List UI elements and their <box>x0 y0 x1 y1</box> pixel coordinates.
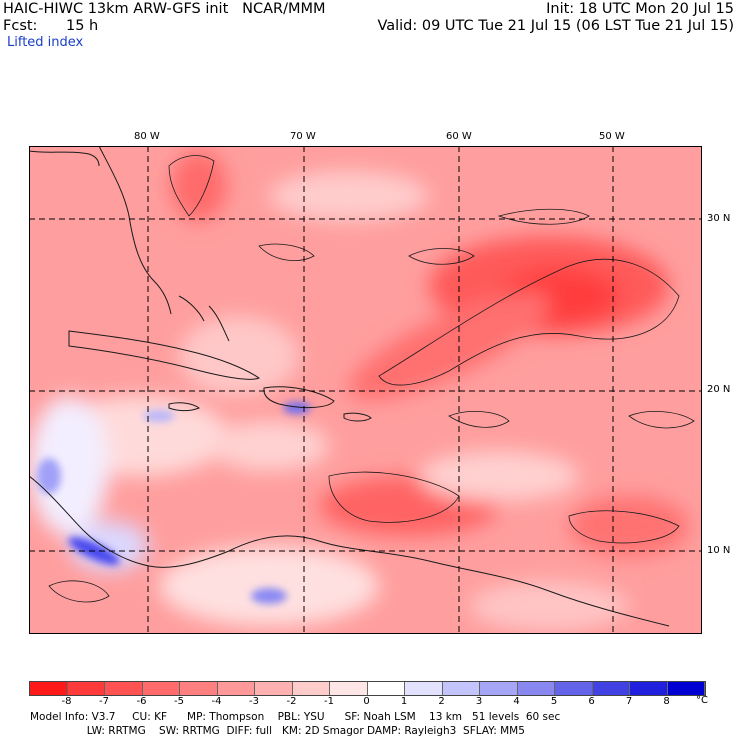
colorbar-swatch <box>67 682 105 695</box>
model-info-line2: LW: RRTMG SW: RRTMG DIFF: full KM: 2D Sm… <box>30 725 525 737</box>
colorbar-tick-label: 6 <box>588 696 595 707</box>
colorbar-swatch <box>480 682 518 695</box>
lon-label-60w: 60 W <box>446 131 472 142</box>
cuba-coast <box>68 330 261 380</box>
colorbar-tick-label: -4 <box>211 696 222 707</box>
colorbar-swatch <box>630 682 668 695</box>
lat-label-10n: 10 N <box>707 545 731 556</box>
coastlines <box>29 146 670 627</box>
colorbar-swatch <box>180 682 218 695</box>
colorbar-swatch <box>517 682 555 695</box>
colorbar-swatch <box>30 682 68 695</box>
jamaica-coast <box>168 402 200 412</box>
forecast-hour: 15 h <box>66 18 99 34</box>
colorbar-tick-label: 4 <box>513 696 520 707</box>
colorbar-tick-label: -2 <box>286 696 297 707</box>
colorbar-tick-label: -5 <box>174 696 184 707</box>
colorbar-unit: °C <box>696 695 708 706</box>
field-name: Lifted index <box>7 35 84 50</box>
valid-time: Valid: 09 UTC Tue 21 Jul 15 (06 LST Tue … <box>377 18 734 34</box>
colorbar-tick-label: -8 <box>61 696 72 707</box>
colorbar-swatch <box>405 682 443 695</box>
colorbar-swatch <box>142 682 180 695</box>
south-america-coast <box>228 535 670 627</box>
colorbar-tick-label: -7 <box>99 696 109 707</box>
bahamas-islands <box>178 295 230 342</box>
init-time: Init: 18 UTC Mon 20 Jul 15 <box>546 1 734 17</box>
colorbar-swatch <box>330 682 368 695</box>
colorbar-tick-label: 0 <box>363 696 370 707</box>
lon-label-70w: 70 W <box>290 131 316 142</box>
colorbar-tick-label: 5 <box>550 696 558 707</box>
colorbar-tick-label: 8 <box>663 696 670 707</box>
colorbar-swatch <box>217 682 255 695</box>
colorbar-tick-label: -3 <box>249 696 259 707</box>
hispaniola-coast <box>263 386 335 409</box>
colorbar-swatch <box>592 682 630 695</box>
colorbar-swatch <box>667 682 705 695</box>
colorbar <box>29 681 706 696</box>
model-info-line1: Model Info: V3.7 CU: KF MP: Thompson PBL… <box>30 711 561 723</box>
colorbar-swatch <box>555 682 593 695</box>
colorbar-tick-label: 7 <box>625 696 633 707</box>
model-title: HAIC-HIWC 13km ARW-GFS init NCAR/MMM <box>3 1 326 17</box>
central-america-coast <box>29 475 230 568</box>
colorbar-swatch <box>255 682 293 695</box>
florida-coast <box>98 146 172 315</box>
lat-label-30n: 30 N <box>707 213 731 224</box>
colorbar-tick-label: 1 <box>400 696 408 707</box>
colorbar-swatch <box>442 682 480 695</box>
lon-label-80w: 80 W <box>134 131 160 142</box>
colorbar-swatch <box>105 682 143 695</box>
colorbar-swatch <box>367 682 405 695</box>
colorbar-tick-label: -1 <box>324 696 334 707</box>
colorbar-tick-label: -6 <box>136 696 147 707</box>
colorbar-tick-label: 2 <box>438 696 445 707</box>
lifted-index-map <box>29 146 702 634</box>
colorbar-swatch <box>292 682 330 695</box>
puerto-rico-coast <box>343 412 372 422</box>
lon-label-50w: 50 W <box>599 131 625 142</box>
graticule <box>29 146 702 634</box>
gulf-coast <box>29 150 100 167</box>
forecast-label: Fcst: <box>3 18 38 34</box>
map-border <box>29 146 702 634</box>
colorbar-tick-label: 3 <box>475 696 483 707</box>
contour-lines <box>48 155 695 603</box>
lat-label-20n: 20 N <box>707 384 731 395</box>
